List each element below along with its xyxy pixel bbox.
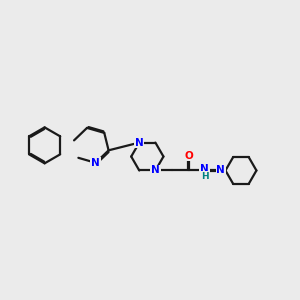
Text: N: N bbox=[91, 158, 100, 168]
Text: N: N bbox=[216, 166, 225, 176]
Text: N: N bbox=[151, 166, 160, 176]
Text: O: O bbox=[184, 151, 193, 160]
Text: N: N bbox=[200, 164, 209, 174]
Text: H: H bbox=[201, 172, 208, 181]
Text: N: N bbox=[135, 138, 144, 148]
